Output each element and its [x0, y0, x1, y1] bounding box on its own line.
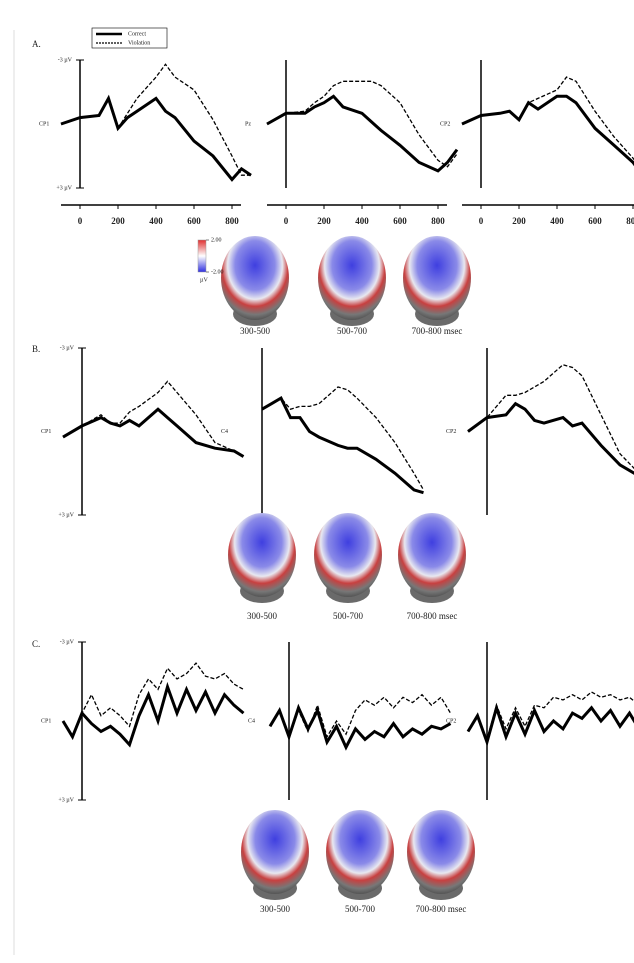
y-tick-label: +3 µV [58, 512, 74, 518]
x-tick-label: 0 [479, 216, 484, 226]
waveform [63, 687, 244, 745]
x-tick-label: 600 [393, 216, 407, 226]
electrode-label: CP2 [446, 429, 456, 435]
waveform [468, 404, 634, 479]
electrode-label: CP2 [446, 718, 456, 724]
x-tick-label: 200 [111, 216, 125, 226]
figure: A. B. C. CP1 -3 µV +3 µV 0 200 400 600 800 Correct V… [0, 0, 634, 963]
map-label: 300-500 [260, 904, 290, 914]
colorbar [198, 240, 206, 272]
waveform [270, 695, 451, 737]
scalp-map [221, 236, 289, 320]
legend-label: Violation [128, 40, 150, 46]
x-tick-label: 400 [355, 216, 369, 226]
electrode-label: CP1 [41, 429, 51, 435]
map-label: 700-800 msec [416, 904, 467, 914]
waveform [262, 398, 424, 493]
y-tick-label: -3 µV [60, 639, 75, 645]
colorbar-unit: µV [200, 277, 208, 283]
electrode-label: C4 [221, 429, 228, 435]
x-tick-label: 600 [187, 216, 201, 226]
waveform [267, 96, 457, 171]
y-tick-label: +3 µV [56, 185, 72, 191]
waveform [63, 663, 244, 737]
waveform [270, 708, 451, 748]
x-tick-label: 0 [78, 216, 83, 226]
waveform [61, 64, 251, 175]
scalp-map [241, 810, 309, 894]
electrode-label: CP2 [440, 121, 450, 127]
waveform [468, 708, 634, 742]
map-label: 500-700 [333, 611, 363, 621]
waveform [63, 381, 244, 456]
x-tick-label: 800 [431, 216, 445, 226]
x-tick-label: 200 [317, 216, 331, 226]
electrode-label: C4 [248, 718, 255, 724]
map-label: 300-500 [247, 611, 277, 621]
panel-label: A. [32, 39, 41, 49]
y-tick-label: +3 µV [58, 797, 74, 803]
scalp-map [228, 513, 296, 597]
x-tick-label: 0 [284, 216, 289, 226]
x-tick-label: 800 [626, 216, 634, 226]
map-label: 700-800 msec [407, 611, 458, 621]
scalp-map [326, 810, 394, 894]
colorbar-label: 2.00 [211, 237, 222, 243]
map-label: 700-800 msec [412, 326, 463, 336]
legend-label: Correct [128, 31, 146, 37]
scalp-map [314, 513, 382, 597]
x-tick-label: 400 [149, 216, 163, 226]
electrode-label: Pz [245, 121, 251, 127]
x-tick-label: 400 [550, 216, 564, 226]
map-label: 300-500 [240, 326, 270, 336]
waveform [462, 77, 634, 179]
scalp-map [398, 513, 466, 597]
x-tick-label: 200 [512, 216, 526, 226]
map-label: 500-700 [337, 326, 367, 336]
scalp-map [403, 236, 471, 320]
y-tick-label: -3 µV [58, 57, 73, 63]
electrode-label: CP1 [39, 121, 49, 127]
waveform [267, 81, 457, 166]
colorbar-label: -2.00 [211, 269, 224, 275]
panel-label: B. [32, 344, 40, 354]
scalp-map [318, 236, 386, 320]
waveform [462, 96, 634, 179]
x-tick-label: 800 [225, 216, 239, 226]
scalp-map [407, 810, 475, 894]
panel-label: C. [32, 639, 40, 649]
map-label: 500-700 [345, 904, 375, 914]
waveform [262, 387, 424, 490]
y-tick-label: -3 µV [60, 345, 75, 351]
waveform [63, 409, 244, 456]
electrode-label: CP1 [41, 718, 51, 724]
x-tick-label: 600 [588, 216, 602, 226]
